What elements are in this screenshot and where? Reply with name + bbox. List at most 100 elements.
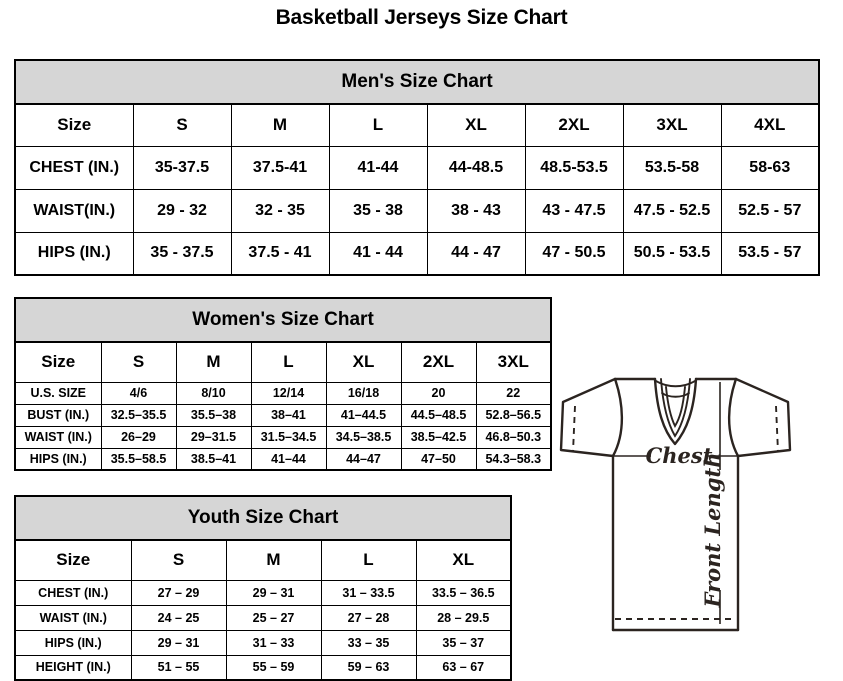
womens-row-label-bust: BUST (IN.) — [14, 403, 102, 427]
womens-row-label-hips: HIPS (IN.) — [14, 447, 102, 471]
mens-waist-2xl: 43 - 47.5 — [524, 188, 624, 233]
womens-hips-l: 41–44 — [250, 447, 327, 471]
youth-height-l: 59 – 63 — [320, 654, 417, 681]
womens-header-row: Size S M L XL 2XL 3XL — [14, 341, 552, 383]
left-sleeve-outline — [559, 377, 617, 458]
youth-chart-caption: Youth Size Chart — [14, 495, 512, 541]
mens-hips-xl: 44 - 47 — [426, 231, 526, 276]
youth-height-s: 51 – 55 — [130, 654, 227, 681]
womens-col-header-xl: XL — [325, 341, 402, 383]
youth-col-header-s: S — [130, 539, 227, 581]
mens-size-chart-table: Men's Size Chart Size S M L XL 2XL 3XL 4… — [14, 59, 821, 276]
table-row: WAIST (IN.) 26–29 29–31.5 31.5–34.5 34.5… — [14, 425, 552, 449]
womens-hips-2xl: 47–50 — [400, 447, 477, 471]
womens-col-header-3xl: 3XL — [475, 341, 552, 383]
womens-col-header-2xl: 2XL — [400, 341, 477, 383]
mens-chest-l: 41-44 — [328, 145, 428, 190]
table-row: HIPS (IN.) 35.5–58.5 38.5–41 41–44 44–47… — [14, 447, 552, 471]
youth-waist-l: 27 – 28 — [320, 604, 417, 631]
womens-chart-caption: Women's Size Chart — [14, 297, 552, 343]
mens-col-header-m: M — [230, 103, 330, 147]
table-row: WAIST (IN.) 24 – 25 25 – 27 27 – 28 28 –… — [14, 604, 512, 631]
table-row: CHEST (IN.) 35-37.5 37.5-41 41-44 44-48.… — [14, 145, 820, 190]
womens-bust-l: 38–41 — [250, 403, 327, 427]
collar-second-arc — [661, 392, 690, 398]
mens-chest-s: 35-37.5 — [132, 145, 232, 190]
collar-top-arc — [655, 380, 696, 388]
mens-chest-xl: 44-48.5 — [426, 145, 526, 190]
mens-col-header-3xl: 3XL — [622, 103, 722, 147]
womens-us-size-s: 4/6 — [100, 381, 177, 405]
womens-bust-s: 32.5–35.5 — [100, 403, 177, 427]
womens-col-header-s: S — [100, 341, 177, 383]
mens-hips-m: 37.5 - 41 — [230, 231, 330, 276]
womens-caption-row: Women's Size Chart — [14, 297, 552, 343]
youth-col-header-l: L — [320, 539, 417, 581]
womens-bust-xl: 41–44.5 — [325, 403, 402, 427]
youth-row-label-waist: WAIST (IN.) — [14, 604, 132, 631]
mens-chart-caption: Men's Size Chart — [14, 59, 820, 105]
mens-col-header-xl: XL — [426, 103, 526, 147]
table-row: HIPS (IN.) 35 - 37.5 37.5 - 41 41 - 44 4… — [14, 231, 820, 276]
youth-header-row: Size S M L XL — [14, 539, 512, 581]
womens-waist-s: 26–29 — [100, 425, 177, 449]
youth-col-header-m: M — [225, 539, 322, 581]
mens-waist-l: 35 - 38 — [328, 188, 428, 233]
front-length-measure-label: Front Length — [700, 453, 725, 609]
womens-bust-2xl: 44.5–48.5 — [400, 403, 477, 427]
youth-chest-l: 31 – 33.5 — [320, 579, 417, 606]
womens-bust-3xl: 52.8–56.5 — [475, 403, 552, 427]
womens-col-header-m: M — [175, 341, 252, 383]
youth-hips-xl: 35 – 37 — [415, 629, 512, 656]
mens-col-header-4xl: 4XL — [720, 103, 820, 147]
mens-hips-4xl: 53.5 - 57 — [720, 231, 820, 276]
vneck-inner-band — [665, 386, 686, 428]
mens-row-label-chest: CHEST (IN.) — [14, 145, 134, 190]
youth-waist-s: 24 – 25 — [130, 604, 227, 631]
mens-waist-xl: 38 - 43 — [426, 188, 526, 233]
mens-col-header-s: S — [132, 103, 232, 147]
jersey-measurement-diagram: Chest Front Length — [523, 352, 843, 657]
page-title: Basketball Jerseys Size Chart — [275, 6, 568, 29]
youth-chest-s: 27 – 29 — [130, 579, 227, 606]
mens-hips-l: 41 - 44 — [328, 231, 428, 276]
chest-measure-label: Chest — [646, 443, 713, 468]
mens-col-header-2xl: 2XL — [524, 103, 624, 147]
vneck-middle-band — [660, 378, 691, 438]
mens-chest-3xl: 53.5-58 — [622, 145, 722, 190]
table-row: HEIGHT (IN.) 51 – 55 55 – 59 59 – 63 63 … — [14, 654, 512, 681]
youth-row-label-height: HEIGHT (IN.) — [14, 654, 132, 681]
mens-col-header-l: L — [328, 103, 428, 147]
mens-size-header: Size — [14, 103, 134, 147]
womens-size-chart-table: Women's Size Chart Size S M L XL 2XL 3XL… — [14, 297, 553, 471]
mens-waist-3xl: 47.5 - 52.5 — [622, 188, 722, 233]
mens-chest-2xl: 48.5-53.5 — [524, 145, 624, 190]
table-row: U.S. SIZE 4/6 8/10 12/14 16/18 20 22 — [14, 381, 552, 405]
womens-bust-m: 35.5–38 — [175, 403, 252, 427]
table-row: BUST (IN.) 32.5–35.5 35.5–38 38–41 41–44… — [14, 403, 552, 427]
youth-hips-s: 29 – 31 — [130, 629, 227, 656]
youth-hips-l: 33 – 35 — [320, 629, 417, 656]
womens-hips-xl: 44–47 — [325, 447, 402, 471]
youth-waist-xl: 28 – 29.5 — [415, 604, 512, 631]
womens-col-header-l: L — [250, 341, 327, 383]
jersey-illustration-svg: Chest Front Length — [559, 377, 792, 632]
mens-hips-s: 35 - 37.5 — [132, 231, 232, 276]
mens-hips-2xl: 47 - 50.5 — [524, 231, 624, 276]
womens-us-size-xl: 16/18 — [325, 381, 402, 405]
youth-height-xl: 63 – 67 — [415, 654, 512, 681]
right-armhole-curve — [727, 377, 740, 458]
womens-hips-3xl: 54.3–58.3 — [475, 447, 552, 471]
youth-caption-row: Youth Size Chart — [14, 495, 512, 541]
right-sleeve-hem-dash — [775, 405, 779, 453]
womens-us-size-l: 12/14 — [250, 381, 327, 405]
womens-row-label-waist: WAIST (IN.) — [14, 425, 102, 449]
youth-size-chart-table: Youth Size Chart Size S M L XL CHEST (IN… — [14, 495, 513, 681]
mens-hips-3xl: 50.5 - 53.5 — [622, 231, 722, 276]
mens-row-label-hips: HIPS (IN.) — [14, 231, 134, 276]
mens-chest-m: 37.5-41 — [230, 145, 330, 190]
table-row: HIPS (IN.) 29 – 31 31 – 33 33 – 35 35 – … — [14, 629, 512, 656]
youth-row-label-chest: CHEST (IN.) — [14, 579, 132, 606]
mens-waist-4xl: 52.5 - 57 — [720, 188, 820, 233]
youth-chest-m: 29 – 31 — [225, 579, 322, 606]
